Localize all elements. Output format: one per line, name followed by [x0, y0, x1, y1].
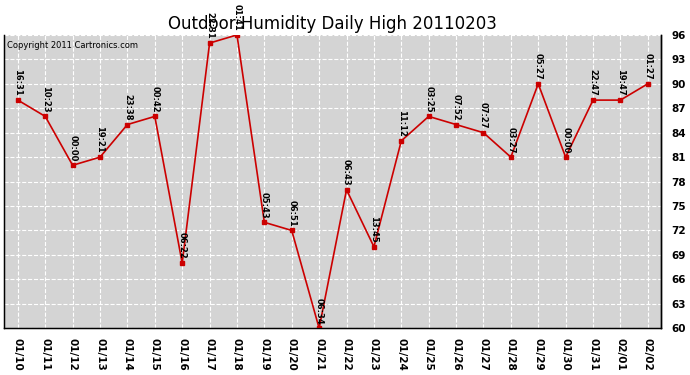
Text: 19:47: 19:47: [616, 69, 625, 96]
Text: 10:23: 10:23: [41, 86, 50, 112]
Text: 00:00: 00:00: [68, 135, 77, 161]
Title: Outdoor Humidity Daily High 20110203: Outdoor Humidity Daily High 20110203: [168, 15, 497, 33]
Text: 06:43: 06:43: [342, 159, 351, 186]
Text: 19:21: 19:21: [95, 126, 104, 153]
Text: 07:27: 07:27: [479, 102, 488, 129]
Text: 01:27: 01:27: [643, 53, 652, 80]
Text: 13:45: 13:45: [369, 216, 378, 243]
Text: 00:42: 00:42: [150, 86, 159, 112]
Text: 07:52: 07:52: [451, 94, 460, 120]
Text: 16:31: 16:31: [13, 69, 22, 96]
Text: 22:47: 22:47: [589, 69, 598, 96]
Text: 06:34: 06:34: [315, 297, 324, 324]
Text: 05:27: 05:27: [534, 53, 543, 80]
Text: 11:12: 11:12: [397, 110, 406, 137]
Text: 03:25: 03:25: [424, 86, 433, 112]
Text: 23:38: 23:38: [123, 94, 132, 120]
Text: 03:27: 03:27: [506, 127, 515, 153]
Text: 01:41: 01:41: [233, 4, 241, 31]
Text: 06:22: 06:22: [178, 232, 187, 259]
Text: 05:43: 05:43: [260, 192, 269, 218]
Text: 00:00: 00:00: [561, 127, 570, 153]
Text: 22:31: 22:31: [205, 12, 214, 39]
Text: Copyright 2011 Cartronics.com: Copyright 2011 Cartronics.com: [8, 41, 139, 50]
Text: 06:51: 06:51: [287, 200, 296, 226]
